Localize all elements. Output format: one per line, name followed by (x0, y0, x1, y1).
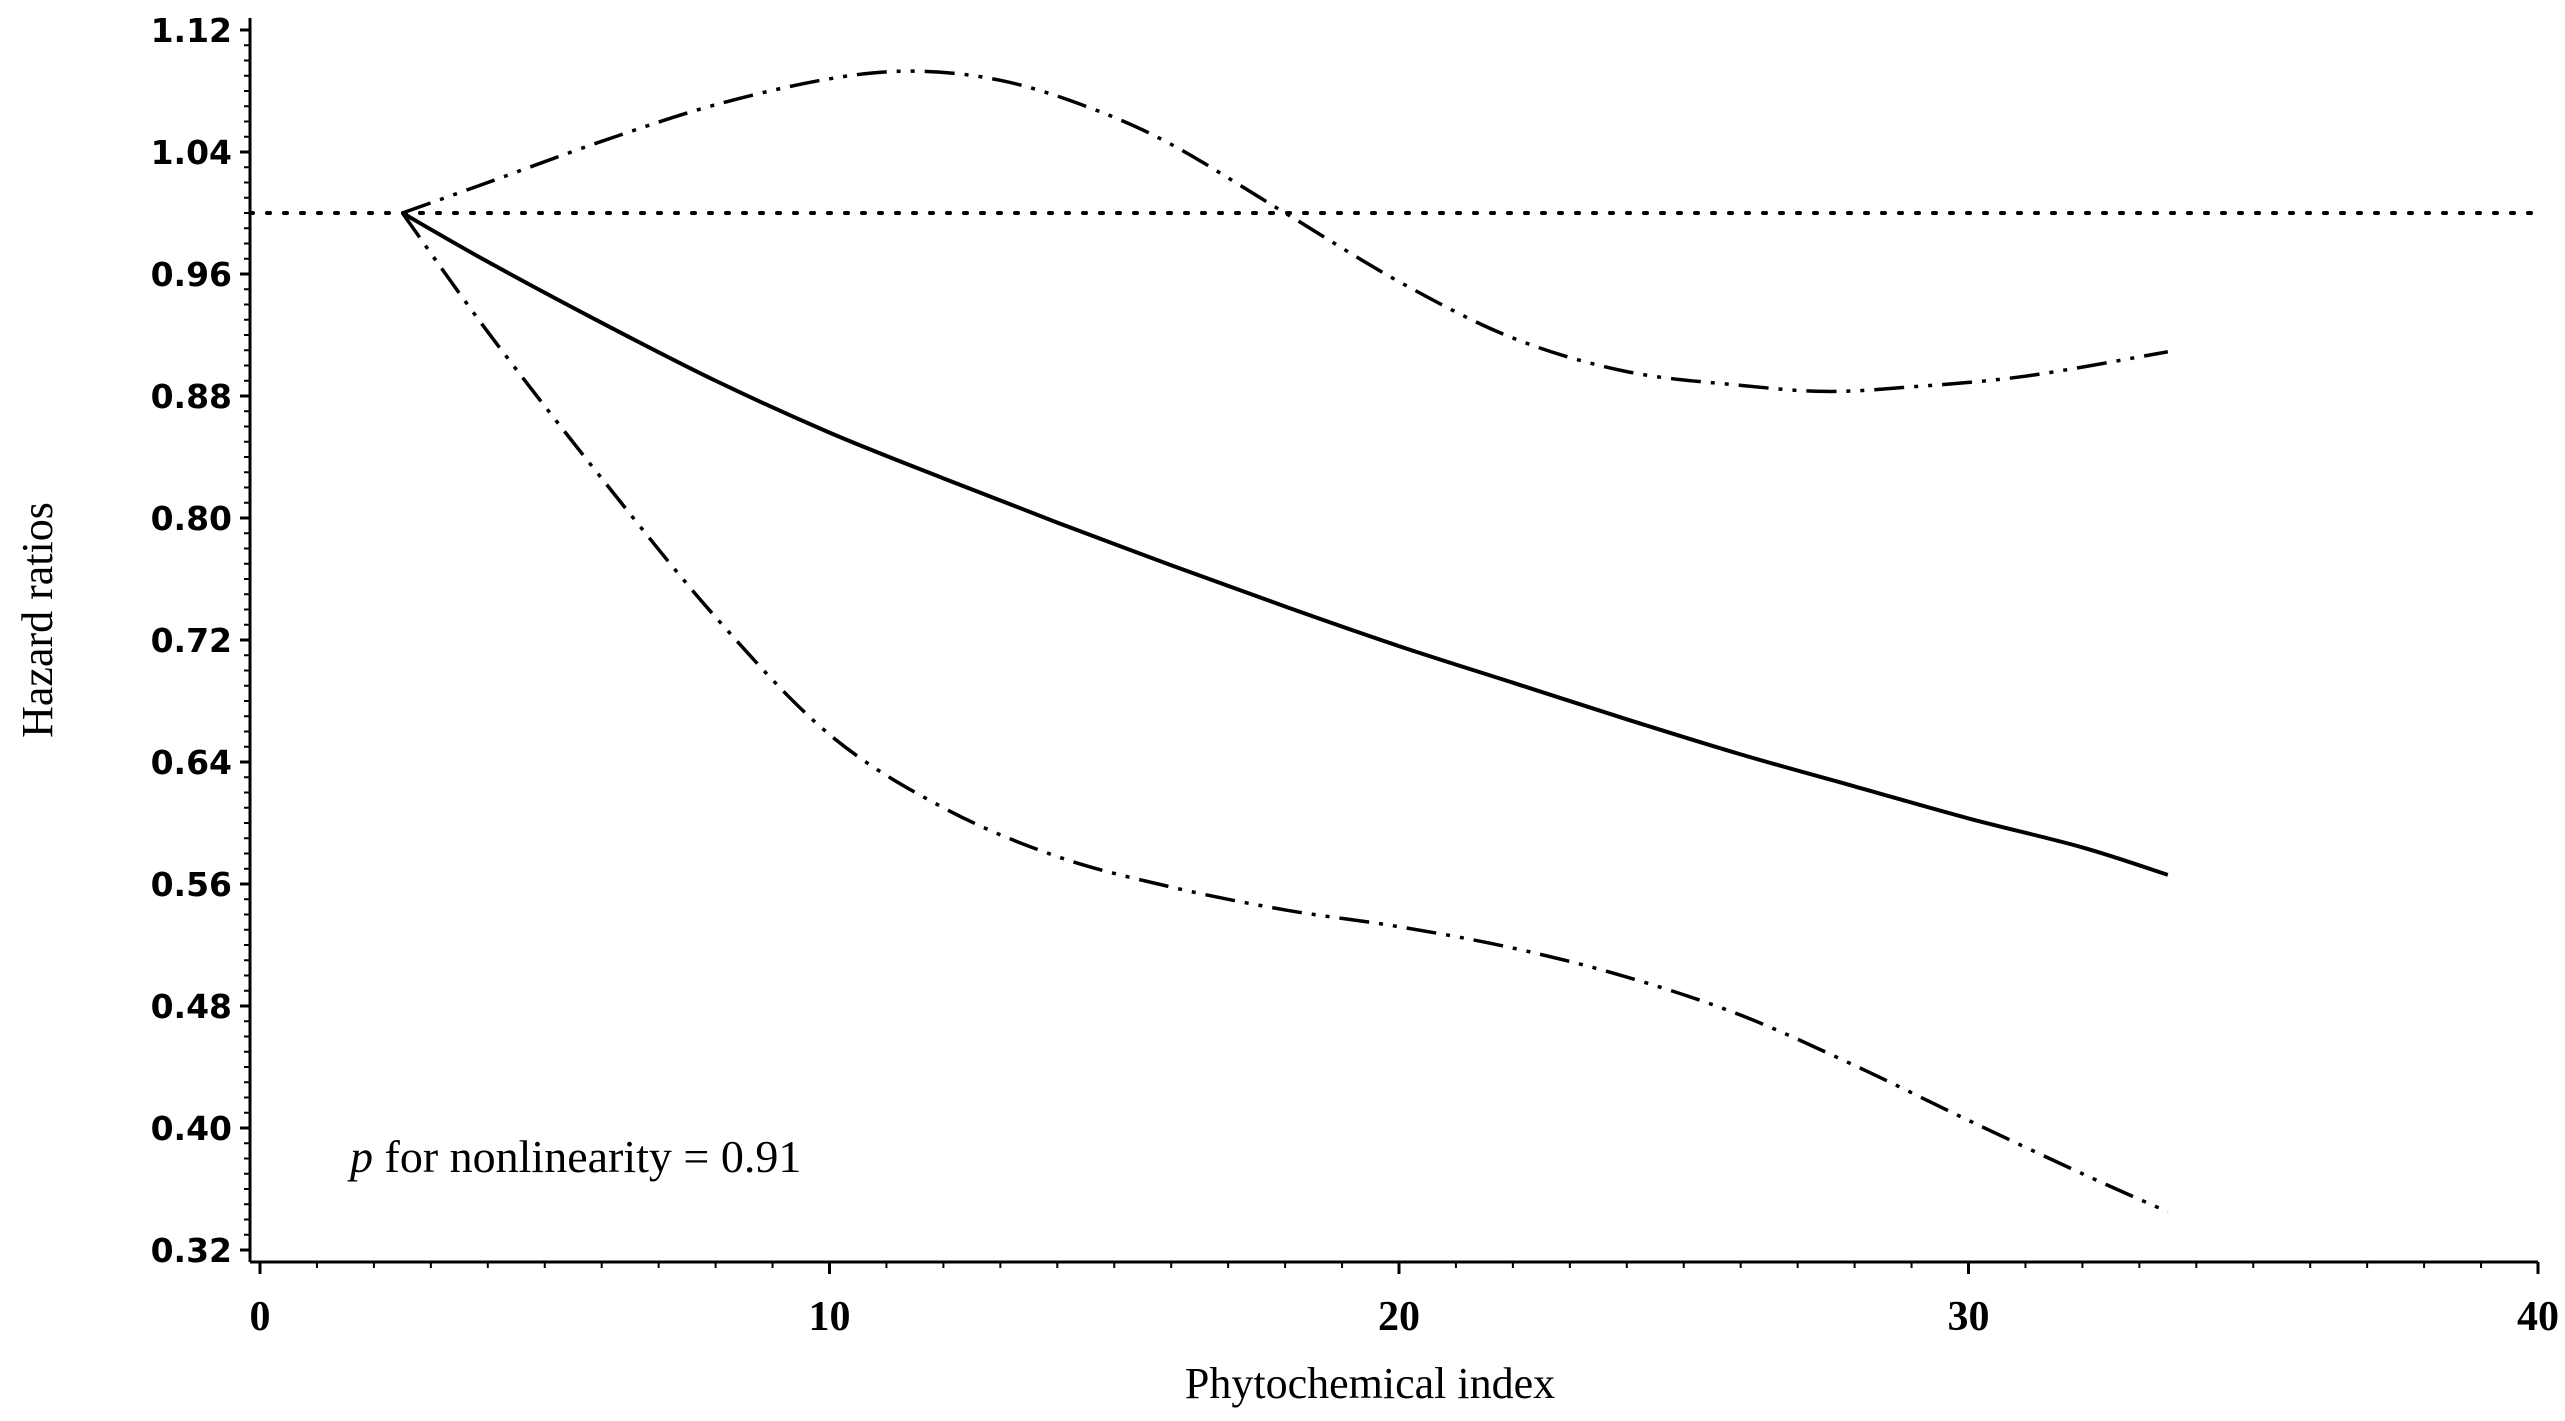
y-tick-label: 0.72 (151, 621, 232, 660)
x-tick-label: 30 (1948, 1294, 1990, 1340)
x-tick-label: 20 (1378, 1294, 1420, 1340)
x-tick-label: 40 (2517, 1294, 2559, 1340)
nonlinearity-annotation: p for nonlinearity = 0.91 (347, 1131, 801, 1182)
y-tick-label: 1.04 (151, 133, 232, 172)
series-line-lower-95-ci (400, 211, 2169, 1214)
annotation-text: for nonlinearity = 0.91 (373, 1131, 801, 1182)
y-tick-label: 0.56 (151, 865, 232, 904)
x-axis-title: Phytochemical index (1185, 1359, 1555, 1408)
series-line-hazard-ratio (401, 211, 2169, 877)
annotation-p-symbol: p (347, 1131, 373, 1182)
y-tick-label: 1.12 (151, 11, 232, 50)
y-tick-label: 0.40 (151, 1109, 232, 1148)
y-tick-label: 0.32 (151, 1231, 232, 1270)
y-axis-title: Hazard ratios (13, 502, 62, 738)
series-line-upper-95-ci (401, 69, 2169, 394)
x-tick-label: 10 (809, 1294, 851, 1340)
y-tick-label: 0.88 (151, 377, 232, 416)
y-tick-label: 0.80 (151, 499, 232, 538)
x-tick-label: 0 (250, 1294, 271, 1340)
y-tick-label: 0.64 (151, 743, 232, 782)
y-tick-label: 0.96 (151, 255, 232, 294)
y-tick-label: 0.48 (151, 987, 232, 1026)
